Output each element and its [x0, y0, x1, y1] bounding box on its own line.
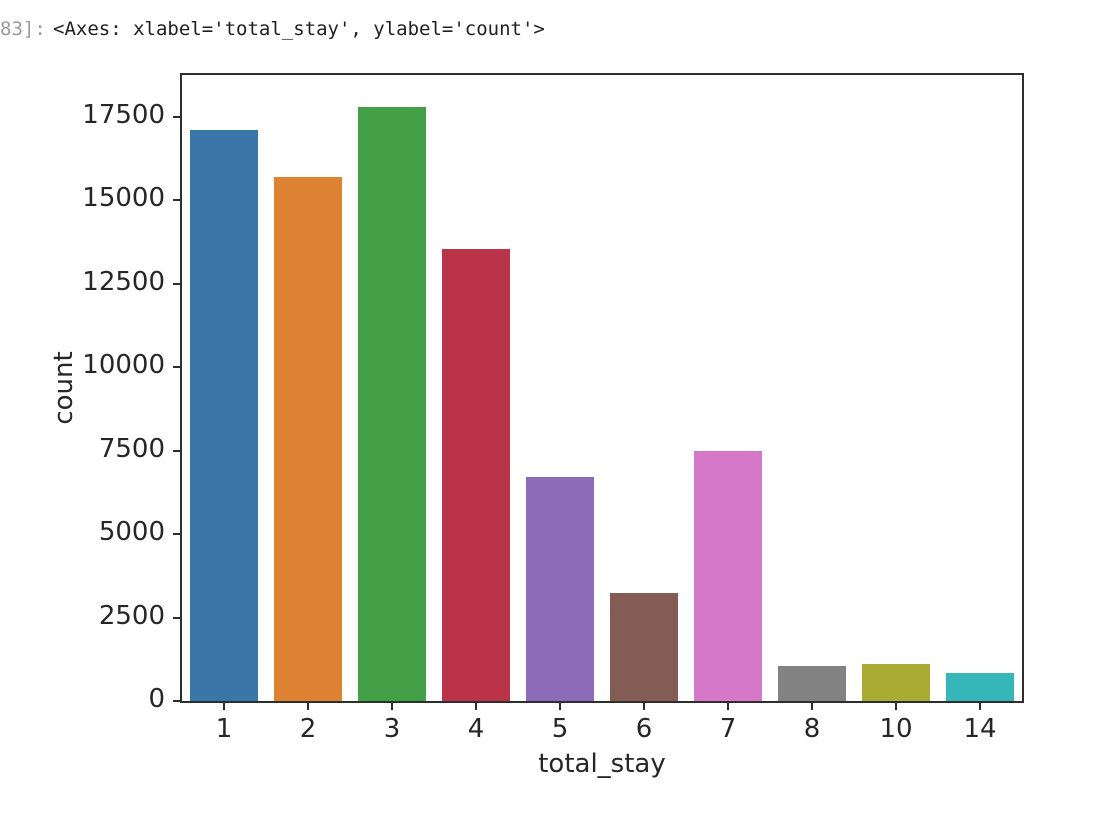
- y-tick-mark: [173, 616, 182, 619]
- y-tick-label: 7500: [98, 433, 165, 464]
- y-tick-mark: [173, 115, 182, 118]
- bar-14: [946, 672, 1014, 701]
- bar-6: [610, 592, 678, 701]
- x-tick-label: 5: [551, 714, 569, 744]
- x-tick-mark: [811, 701, 813, 710]
- y-tick-label: 0: [148, 684, 165, 714]
- x-tick-mark: [307, 701, 309, 710]
- y-tick-mark: [173, 449, 182, 452]
- x-tick-mark: [475, 701, 477, 710]
- bar-5: [526, 477, 594, 701]
- x-tick-label: 3: [383, 714, 401, 744]
- bar-3: [358, 106, 426, 701]
- y-tick-label: 17500: [82, 99, 165, 130]
- x-tick-label: 6: [635, 714, 653, 744]
- y-axis-label: count: [49, 351, 79, 425]
- x-tick-label: 10: [879, 714, 913, 744]
- y-tick-mark: [173, 700, 182, 702]
- x-tick-label: 4: [467, 714, 485, 744]
- y-tick-label: 12500: [82, 266, 165, 297]
- y-tick-mark: [173, 366, 182, 369]
- x-axis-label: total_stay: [538, 749, 666, 779]
- x-tick-mark: [643, 701, 645, 710]
- x-tick-mark: [727, 701, 729, 710]
- axes-repr-text: <Axes: xlabel='total_stay', ylabel='coun…: [53, 18, 545, 40]
- countplot-figure: 0 2500 5000 7500 10000 12500 15000 17500 1 2 3 4 5 6 7…: [82, 73, 1024, 744]
- x-tick-label: 1: [215, 714, 233, 744]
- y-tick-label: 15000: [82, 183, 165, 214]
- bar-4: [442, 248, 510, 701]
- y-tick-mark: [173, 533, 182, 536]
- y-tick-mark: [173, 282, 182, 285]
- x-tick-mark: [979, 701, 981, 710]
- x-tick-label: 8: [803, 714, 821, 744]
- y-tick-label: 5000: [98, 517, 165, 548]
- bar-8: [778, 665, 846, 701]
- y-tick-label: 10000: [82, 350, 165, 381]
- bar-1: [190, 130, 258, 701]
- bar-7: [694, 450, 762, 701]
- x-tick-label: 7: [719, 714, 737, 744]
- y-tick-mark: [173, 199, 182, 202]
- x-tick-label: 14: [963, 714, 997, 744]
- x-tick-label: 2: [299, 714, 317, 744]
- bar-2: [274, 176, 342, 701]
- x-tick-mark: [223, 701, 225, 710]
- y-tick-label: 2500: [98, 600, 165, 631]
- bar-10: [862, 664, 930, 701]
- x-tick-mark: [895, 701, 897, 710]
- x-tick-mark: [559, 701, 561, 710]
- x-tick-mark: [391, 701, 393, 710]
- execution-count-label: 83]:: [0, 18, 46, 40]
